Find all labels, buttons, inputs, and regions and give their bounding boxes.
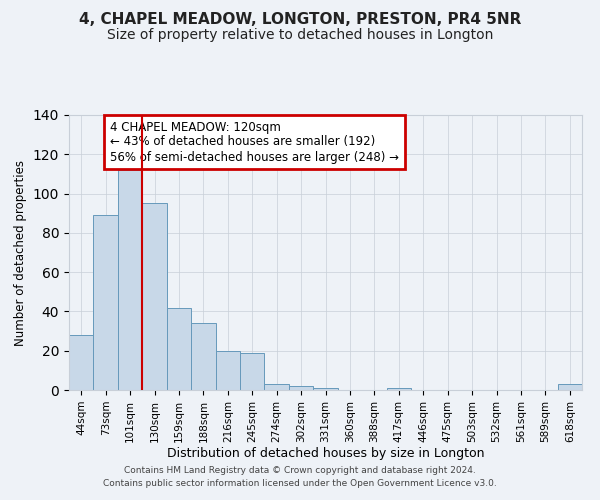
Bar (313, 388, 338, 390)
Bar (142, 204, 167, 390)
Bar (215, 350, 240, 390)
Text: 4, CHAPEL MEADOW, LONGTON, PRESTON, PR4 5NR: 4, CHAPEL MEADOW, LONGTON, PRESTON, PR4 … (79, 12, 521, 28)
Bar (167, 308, 191, 390)
Bar (240, 352, 265, 390)
Bar (94, 215, 118, 390)
Bar (265, 384, 289, 390)
Y-axis label: Number of detached properties: Number of detached properties (14, 160, 28, 346)
Text: 4 CHAPEL MEADOW: 120sqm
← 43% of detached houses are smaller (192)
56% of semi-d: 4 CHAPEL MEADOW: 120sqm ← 43% of detache… (110, 120, 399, 164)
Bar (557, 384, 582, 390)
Bar (118, 170, 142, 390)
Bar (69, 335, 94, 390)
Bar (289, 386, 313, 390)
X-axis label: Distribution of detached houses by size in Longton: Distribution of detached houses by size … (167, 448, 484, 460)
Bar (191, 323, 215, 390)
Text: Size of property relative to detached houses in Longton: Size of property relative to detached ho… (107, 28, 493, 42)
Text: Contains HM Land Registry data © Crown copyright and database right 2024.
Contai: Contains HM Land Registry data © Crown c… (103, 466, 497, 487)
Bar (386, 388, 411, 390)
